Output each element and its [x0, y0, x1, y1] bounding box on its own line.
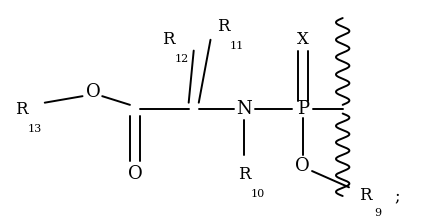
Text: N: N: [236, 100, 252, 118]
Text: R: R: [16, 101, 28, 118]
Text: O: O: [296, 157, 310, 175]
Text: R: R: [162, 31, 175, 48]
Text: O: O: [128, 165, 142, 183]
Text: R: R: [217, 18, 229, 35]
Text: R: R: [238, 166, 250, 183]
Text: 12: 12: [175, 54, 189, 64]
Text: X: X: [297, 31, 309, 48]
Text: 9: 9: [374, 208, 381, 218]
Text: P: P: [297, 100, 309, 118]
Text: 10: 10: [250, 189, 265, 199]
Text: ;: ;: [394, 187, 400, 205]
Text: R: R: [360, 187, 372, 205]
Text: 13: 13: [28, 124, 42, 134]
Text: O: O: [85, 83, 100, 101]
Text: 11: 11: [229, 41, 244, 51]
